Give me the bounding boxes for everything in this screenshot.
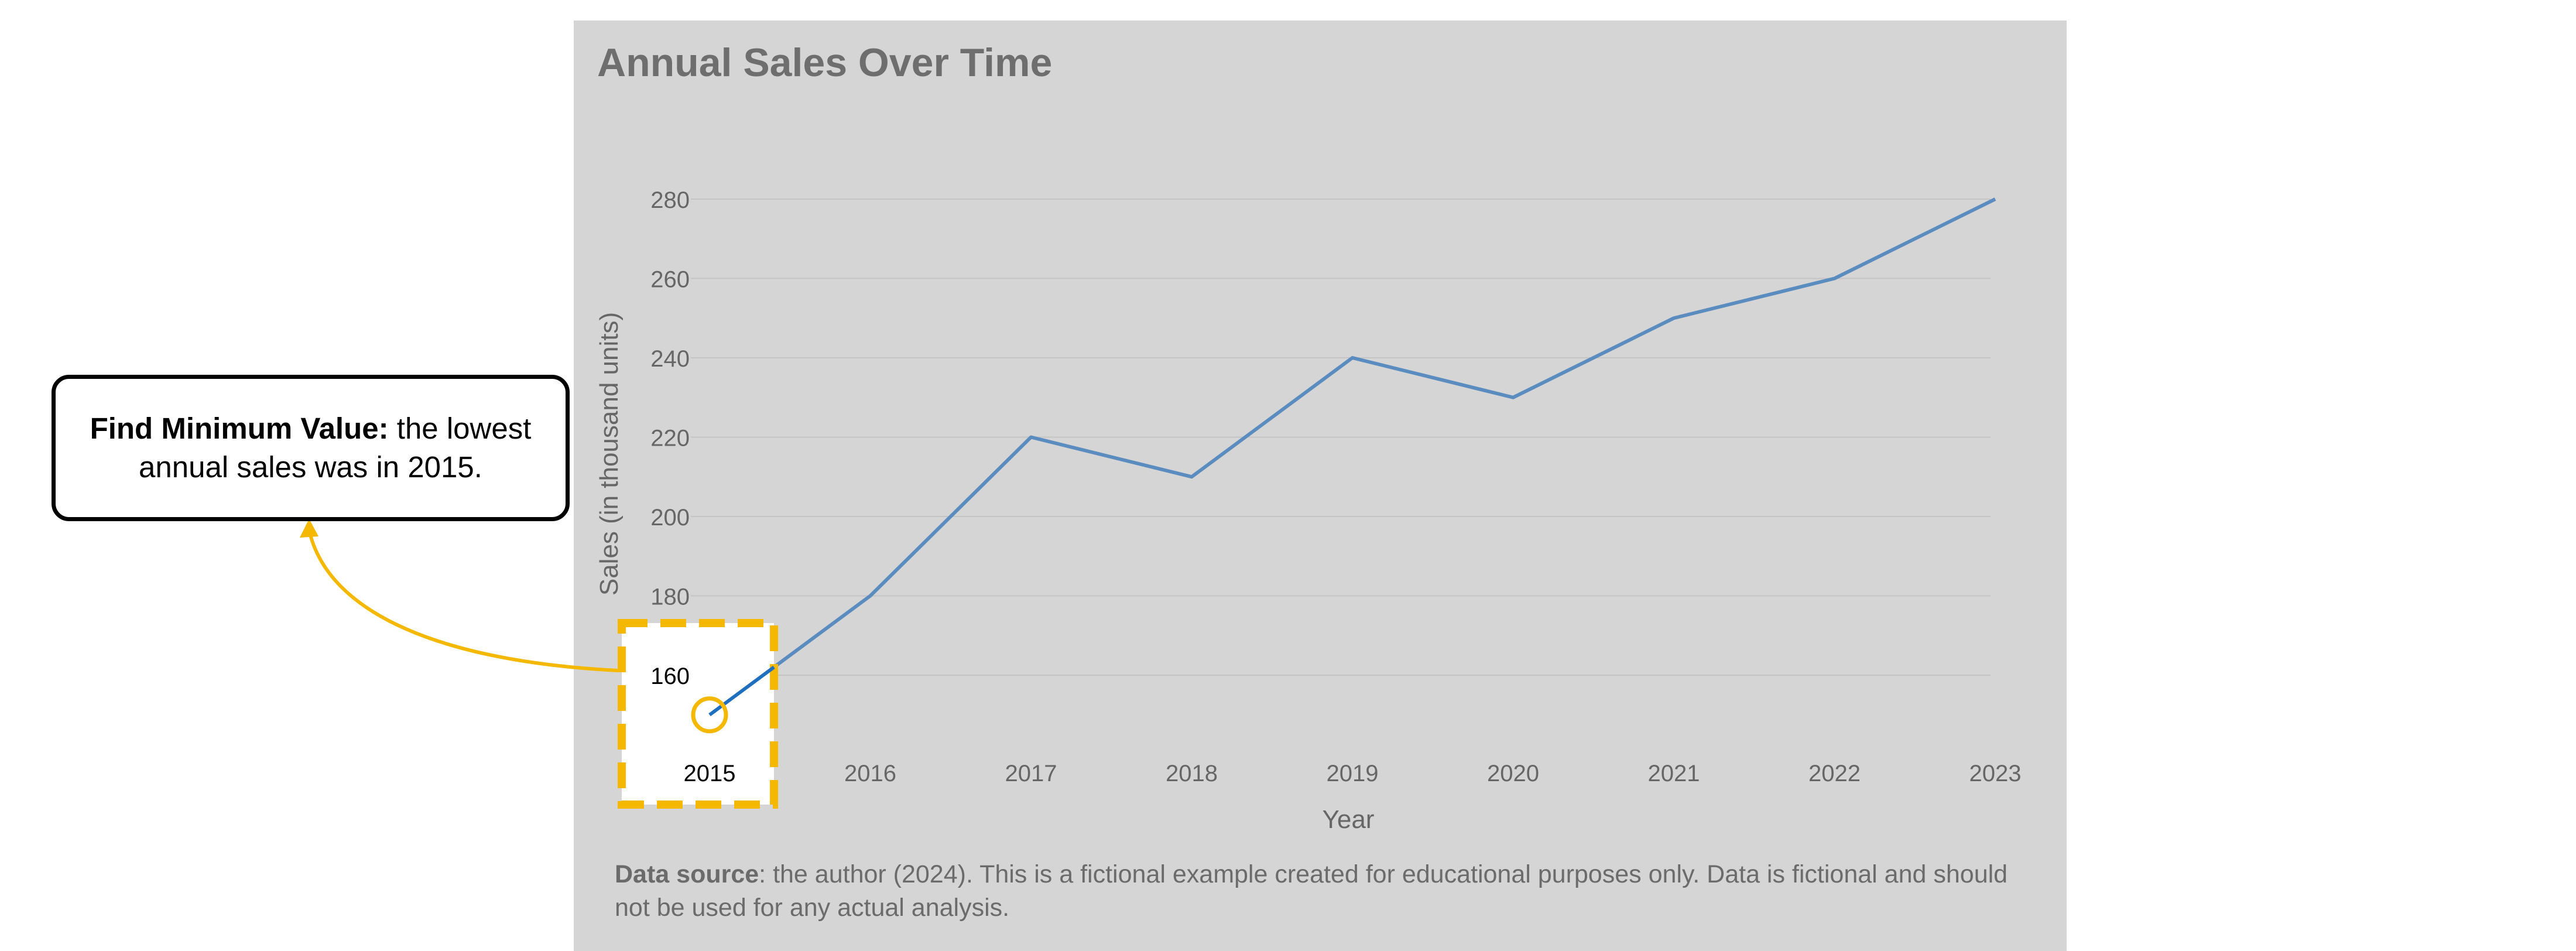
x-axis-ticks: 2015 2016 2017 2018 2019 2020 2021 2022 2023: [684, 761, 2022, 786]
y-axis-label: Sales (in thousand units): [595, 312, 624, 596]
y-tick-label: 240: [650, 346, 690, 372]
x-tick-label: 2023: [1969, 761, 2022, 786]
highlight-box: [618, 619, 778, 809]
y-tick-label: 280: [650, 187, 690, 213]
data-source-note: Data source: the author (2024). This is …: [615, 858, 2020, 925]
highlight-segment: [708, 665, 775, 717]
chart-title: Annual Sales Over Time: [597, 40, 1052, 85]
x-tick-label: 2019: [1327, 761, 1379, 786]
x-tick-label: 2018: [1166, 761, 1218, 786]
x-tick-label: 2016: [844, 761, 896, 786]
x-tick-label: 2021: [1648, 761, 1700, 786]
highlight-y-tick-label: 160: [650, 663, 690, 689]
callout-arrowhead: [300, 519, 318, 538]
y-tick-label: 220: [650, 426, 690, 451]
highlight-x-tick-label: 2015: [684, 761, 736, 786]
x-tick-label: 2022: [1808, 761, 1861, 786]
y-tick-label: 200: [650, 505, 690, 531]
chart-background: [574, 20, 2067, 951]
y-tick-label: 260: [650, 267, 690, 293]
minimum-point-marker: [691, 696, 728, 734]
x-tick-label: 2017: [1005, 761, 1057, 786]
minimum-highlight: 160 2015: [618, 619, 778, 809]
annotation-title: Find Minimum Value:: [90, 412, 389, 445]
annotation-text: the lowest annual sales was in 2015.: [139, 412, 532, 484]
callout-arrow: [307, 529, 618, 672]
data-source-label: Data source: [615, 860, 759, 888]
gridlines: [691, 199, 1991, 676]
series-line: [708, 197, 1996, 717]
annotation-callout: Find Minimum Value: the lowest annual sa…: [52, 375, 570, 521]
x-tick-label: 2020: [1487, 761, 1539, 786]
x-axis-label: Year: [1323, 805, 1375, 834]
series-line-path: [708, 197, 1996, 717]
y-tick-label: 180: [650, 584, 690, 610]
data-source-text: : the author (2024). This is a fictional…: [615, 860, 2008, 922]
